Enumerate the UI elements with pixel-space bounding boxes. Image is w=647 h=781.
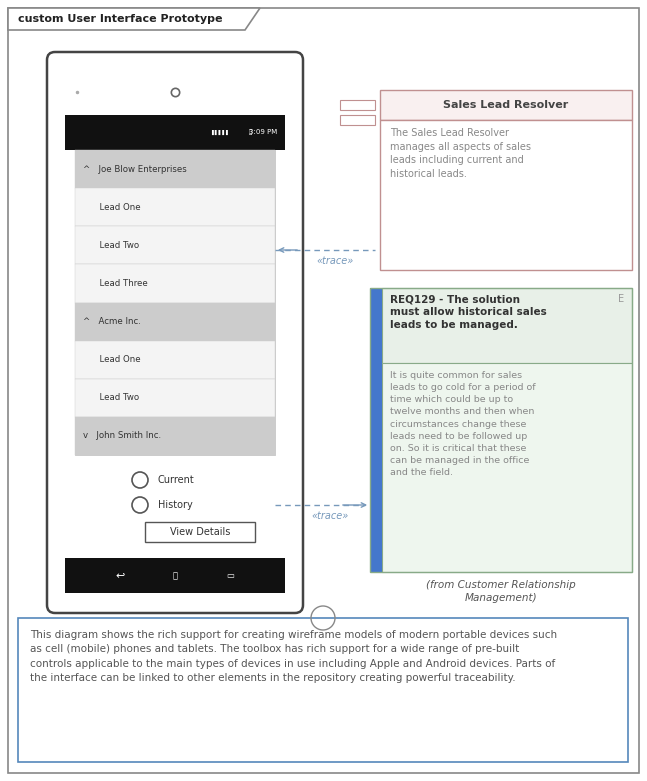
Text: Lead One: Lead One <box>83 203 140 212</box>
Text: (from Customer Relationship
Management): (from Customer Relationship Management) <box>426 580 576 603</box>
Bar <box>145 522 255 542</box>
Bar <box>75 302 275 341</box>
Text: ▌▌▌▌▌: ▌▌▌▌▌ <box>212 130 230 135</box>
Text: Lead One: Lead One <box>83 355 140 364</box>
Text: v   John Smith Inc.: v John Smith Inc. <box>83 431 161 440</box>
Bar <box>370 288 382 572</box>
Text: 🔋: 🔋 <box>248 130 252 135</box>
Text: History: History <box>158 500 193 510</box>
Bar <box>75 379 275 417</box>
Bar <box>382 363 632 572</box>
Text: Sales Lead Resolver: Sales Lead Resolver <box>443 100 569 110</box>
Bar <box>75 150 275 455</box>
Bar <box>382 288 632 363</box>
FancyBboxPatch shape <box>47 52 303 613</box>
Bar <box>65 115 285 150</box>
Text: ▭: ▭ <box>226 571 234 580</box>
Bar <box>18 618 628 762</box>
Bar <box>75 188 275 226</box>
Bar <box>75 265 275 302</box>
Text: The Sales Lead Resolver
manages all aspects of sales
leads including current and: The Sales Lead Resolver manages all aspe… <box>390 128 531 179</box>
Bar <box>370 288 632 572</box>
Text: E: E <box>618 294 624 304</box>
Text: custom User Interface Prototype: custom User Interface Prototype <box>18 14 223 24</box>
Text: «trace»: «trace» <box>316 256 354 266</box>
Text: Lead Three: Lead Three <box>83 279 148 288</box>
Text: Current: Current <box>158 475 195 485</box>
Bar <box>380 120 632 270</box>
Bar <box>340 115 375 125</box>
Polygon shape <box>8 8 260 30</box>
Bar <box>75 341 275 379</box>
Text: ^   Acme Inc.: ^ Acme Inc. <box>83 317 141 326</box>
Bar <box>380 90 632 120</box>
Bar <box>75 150 275 188</box>
Text: «trace»: «trace» <box>311 511 349 521</box>
Bar <box>65 558 285 593</box>
Text: Lead Two: Lead Two <box>83 241 139 250</box>
Text: 3:09 PM: 3:09 PM <box>248 130 277 135</box>
Bar <box>75 417 275 455</box>
Text: It is quite common for sales
leads to go cold for a period of
time which could b: It is quite common for sales leads to go… <box>390 371 536 477</box>
Text: ⬜: ⬜ <box>173 571 177 580</box>
Text: Lead Two: Lead Two <box>83 394 139 402</box>
Bar <box>340 100 375 110</box>
Text: ^   Joe Blow Enterprises: ^ Joe Blow Enterprises <box>83 165 187 173</box>
Bar <box>75 226 275 265</box>
Text: ↩: ↩ <box>115 570 125 580</box>
Text: This diagram shows the rich support for creating wireframe models of modern port: This diagram shows the rich support for … <box>30 630 557 683</box>
Text: View Details: View Details <box>170 527 230 537</box>
Text: REQ129 - The solution
must allow historical sales
leads to be managed.: REQ129 - The solution must allow histori… <box>390 294 547 330</box>
